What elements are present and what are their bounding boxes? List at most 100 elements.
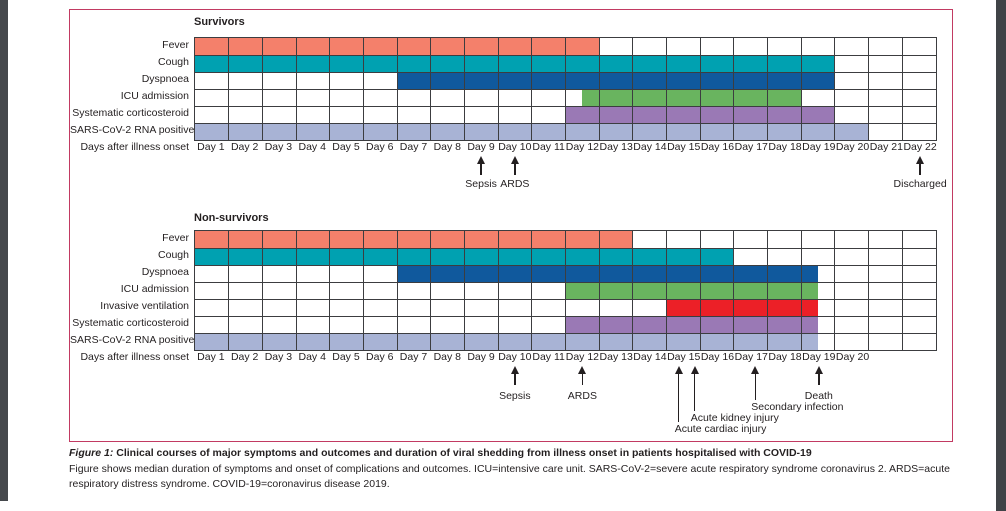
day-label-non-survivors-day-12: Day 12 — [565, 351, 600, 363]
panel-title-non-survivors: Non-survivors — [194, 212, 269, 224]
day-label-survivors-day-5: Day 5 — [332, 141, 360, 153]
annotation-label-survivors-discharged: Discharged — [893, 178, 947, 190]
caption-title-text: Clinical courses of major symptoms and o… — [113, 447, 812, 459]
arrow-up-icon — [510, 366, 519, 374]
day-label-survivors-day-14: Day 14 — [633, 141, 667, 153]
annotation-arrow-survivors-sepsis — [477, 156, 486, 175]
day-label-non-survivors-day-1: Day 1 — [197, 351, 225, 363]
arrow-stem — [514, 164, 516, 175]
day-label-survivors-day-20: Day 20 — [835, 141, 870, 153]
grid-vline — [396, 231, 398, 350]
annotation-label-non-survivors-secondary-infection: Secondary infection — [751, 401, 844, 413]
grid-hline — [195, 298, 936, 300]
day-label-survivors-day-11: Day 11 — [532, 141, 565, 153]
grid-vline — [733, 231, 735, 350]
left-edge-band — [0, 0, 8, 501]
day-label-non-survivors-day-3: Day 3 — [264, 351, 293, 363]
arrow-stem — [514, 374, 516, 385]
annotation-arrow-survivors-discharged — [916, 156, 925, 175]
annotation-arrow-non-survivors-acute-kidney-injury — [690, 366, 699, 411]
row-label-non-survivors-systematic-corticosteroid: Systematic corticosteroid — [72, 317, 189, 329]
right-edge-band — [996, 0, 1006, 511]
annotation-label-non-survivors-death: Death — [804, 390, 833, 402]
bar-non-survivors-invasive-ventilation — [666, 299, 819, 316]
row-label-non-survivors-sars-cov-2-rna-positive: SARS-CoV-2 RNA positive — [70, 334, 195, 346]
panel-title-survivors: Survivors — [194, 16, 245, 28]
day-label-non-survivors-day-17: Day 17 — [734, 351, 768, 363]
grid-vline — [295, 231, 297, 350]
bar-non-survivors-sars-cov-2-rna-positive — [195, 333, 819, 350]
arrow-stem — [677, 374, 680, 422]
annotation-arrow-non-survivors-ards — [578, 366, 587, 385]
day-label-non-survivors-day-15: Day 15 — [667, 351, 701, 363]
day-label-survivors-day-16: Day 16 — [700, 141, 735, 153]
arrow-up-icon — [751, 366, 760, 374]
day-label-survivors-day-3: Day 3 — [264, 141, 293, 153]
grid-non-survivors — [194, 230, 937, 351]
row-label-survivors-icu-admission: ICU admission — [120, 90, 189, 102]
grid-vline — [800, 231, 802, 350]
grid-hline — [195, 281, 936, 283]
bar-non-survivors-icu-admission — [565, 282, 819, 299]
bar-non-survivors-dyspnoea — [397, 265, 819, 282]
arrow-up-icon — [578, 366, 587, 374]
arrow-stem — [818, 374, 820, 385]
grid-vline — [868, 231, 870, 350]
grid-vline — [463, 231, 465, 350]
annotation-label-non-survivors-ards: ARDS — [567, 390, 597, 402]
day-label-survivors-day-2: Day 2 — [230, 141, 259, 153]
day-label-survivors-day-19: Day 19 — [802, 141, 836, 153]
grid-hline — [195, 315, 936, 317]
arrow-stem — [754, 374, 756, 400]
bar-non-survivors-systematic-corticosteroid — [565, 316, 819, 333]
day-label-survivors-day-7: Day 7 — [399, 141, 428, 153]
day-label-non-survivors-day-5: Day 5 — [332, 351, 360, 363]
grid-hline — [195, 105, 936, 107]
grid-vline — [767, 231, 769, 350]
day-label-survivors-day-12: Day 12 — [565, 141, 600, 153]
day-label-survivors-day-10: Day 10 — [498, 141, 532, 153]
annotation-arrow-non-survivors-sepsis — [510, 366, 519, 385]
axis-label-non-survivors: Days after illness onset — [80, 351, 189, 363]
annotation-label-non-survivors-acute-kidney-injury: Acute kidney injury — [690, 412, 779, 424]
caption-figure-label: Figure 1: — [69, 447, 114, 459]
annotation-label-non-survivors-acute-cardiac-injury: Acute cardiac injury — [674, 423, 767, 435]
axis-label-survivors: Days after illness onset — [80, 141, 189, 153]
arrow-up-icon — [674, 366, 683, 374]
day-label-survivors-day-4: Day 4 — [298, 141, 326, 153]
bar-survivors-icu-admission — [582, 89, 802, 106]
day-label-survivors-day-17: Day 17 — [734, 141, 768, 153]
day-label-non-survivors-day-13: Day 13 — [599, 351, 633, 363]
day-label-non-survivors-day-11: Day 11 — [532, 351, 565, 363]
grid-vline — [228, 231, 230, 350]
grid-hline — [195, 122, 936, 124]
grid-hline — [195, 264, 936, 266]
annotation-arrow-non-survivors-death — [814, 366, 823, 385]
day-label-non-survivors-day-4: Day 4 — [298, 351, 326, 363]
day-label-non-survivors-day-19: Day 19 — [802, 351, 836, 363]
figure-panel-border: Survivors Fever Cough Dyspnoea ICU admission… — [69, 9, 953, 442]
row-label-non-survivors-dyspnoea: Dyspnoea — [141, 266, 189, 278]
day-label-non-survivors-day-6: Day 6 — [366, 351, 394, 363]
row-label-survivors-sars-cov-2-rna-positive: SARS-CoV-2 RNA positive — [70, 124, 195, 136]
arrow-up-icon — [477, 156, 486, 164]
day-label-non-survivors-day-7: Day 7 — [399, 351, 428, 363]
row-label-non-survivors-fever: Fever — [162, 232, 189, 244]
bar-non-survivors-fever — [195, 231, 633, 248]
arrow-stem — [581, 374, 584, 385]
row-label-survivors-systematic-corticosteroid: Systematic corticosteroid — [72, 107, 189, 119]
row-label-non-survivors-invasive-ventilation: Invasive ventilation — [100, 300, 189, 312]
grid-vline — [430, 231, 432, 350]
day-label-non-survivors-day-16: Day 16 — [700, 351, 735, 363]
day-label-non-survivors-day-20: Day 20 — [835, 351, 870, 363]
day-label-survivors-day-18: Day 18 — [768, 141, 802, 153]
caption-title: Figure 1: Clinical courses of major symp… — [69, 446, 953, 461]
day-label-survivors-day-13: Day 13 — [599, 141, 633, 153]
row-label-survivors-fever: Fever — [162, 39, 189, 51]
day-label-survivors-day-8: Day 8 — [433, 141, 461, 153]
arrow-up-icon — [690, 366, 699, 374]
day-label-non-survivors-day-18: Day 18 — [768, 351, 802, 363]
day-label-non-survivors-day-14: Day 14 — [633, 351, 667, 363]
grid-survivors — [194, 37, 937, 141]
